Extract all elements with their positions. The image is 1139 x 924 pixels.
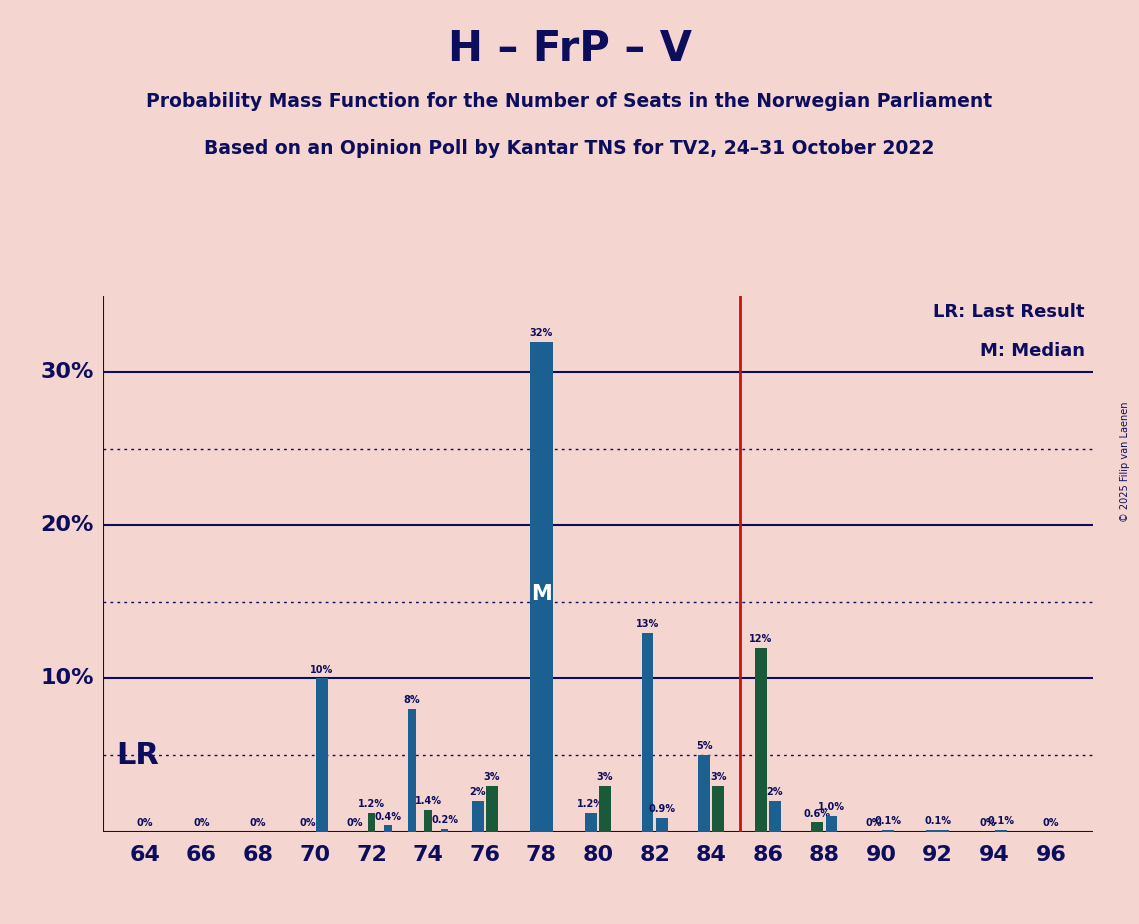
Text: 0%: 0%	[194, 818, 210, 828]
Bar	[641, 633, 654, 832]
Text: 0%: 0%	[346, 818, 363, 828]
Bar	[530, 342, 552, 832]
Bar	[408, 709, 416, 832]
Text: 0.2%: 0.2%	[431, 815, 458, 825]
Text: 3%: 3%	[710, 772, 727, 782]
Bar	[883, 830, 894, 832]
Bar	[599, 785, 611, 832]
Text: 32%: 32%	[530, 328, 552, 338]
Text: 5%: 5%	[696, 741, 712, 751]
Text: M: M	[531, 584, 551, 604]
Bar	[755, 648, 767, 832]
Bar	[384, 825, 392, 832]
Text: 1.2%: 1.2%	[577, 799, 605, 809]
Bar	[316, 678, 328, 832]
Bar	[368, 813, 376, 832]
Text: 0.1%: 0.1%	[875, 816, 902, 826]
Bar	[769, 801, 781, 832]
Text: 0.4%: 0.4%	[375, 811, 401, 821]
Text: 2%: 2%	[469, 787, 486, 797]
Text: © 2025 Filip van Laenen: © 2025 Filip van Laenen	[1121, 402, 1130, 522]
Text: Based on an Opinion Poll by Kantar TNS for TV2, 24–31 October 2022: Based on an Opinion Poll by Kantar TNS f…	[204, 139, 935, 158]
Text: 13%: 13%	[636, 619, 659, 628]
Text: 12%: 12%	[749, 634, 772, 644]
Text: 0%: 0%	[1042, 818, 1059, 828]
Text: 0%: 0%	[249, 818, 267, 828]
Text: LR: Last Result: LR: Last Result	[934, 303, 1085, 322]
Bar	[712, 785, 724, 832]
Text: 0%: 0%	[300, 818, 316, 828]
Text: 20%: 20%	[41, 516, 95, 535]
Text: 0.9%: 0.9%	[648, 804, 675, 814]
Bar	[585, 813, 597, 832]
Bar	[472, 801, 484, 832]
Text: 0%: 0%	[137, 818, 154, 828]
Bar	[826, 816, 837, 832]
Text: Probability Mass Function for the Number of Seats in the Norwegian Parliament: Probability Mass Function for the Number…	[147, 92, 992, 112]
Bar	[424, 810, 432, 832]
Text: 0.1%: 0.1%	[924, 816, 951, 826]
Text: 10%: 10%	[41, 668, 95, 688]
Text: LR: LR	[116, 740, 159, 770]
Text: 0.1%: 0.1%	[988, 816, 1015, 826]
Text: 1.4%: 1.4%	[415, 796, 442, 807]
Bar	[811, 822, 823, 832]
Text: 0%: 0%	[866, 818, 883, 828]
Bar	[486, 785, 498, 832]
Bar	[441, 829, 449, 832]
Bar	[656, 818, 667, 832]
Text: 3%: 3%	[484, 772, 500, 782]
Text: 30%: 30%	[41, 362, 95, 383]
Text: 8%: 8%	[403, 695, 420, 705]
Text: 3%: 3%	[597, 772, 613, 782]
Bar	[698, 755, 710, 832]
Text: 2%: 2%	[767, 787, 784, 797]
Text: 10%: 10%	[310, 664, 334, 675]
Text: M: Median: M: Median	[980, 342, 1085, 359]
Text: 1.2%: 1.2%	[358, 799, 385, 809]
Text: 0.6%: 0.6%	[804, 808, 830, 819]
Bar	[926, 830, 949, 832]
Text: 1.0%: 1.0%	[818, 802, 845, 812]
Text: H – FrP – V: H – FrP – V	[448, 28, 691, 69]
Text: 0%: 0%	[980, 818, 995, 828]
Bar	[995, 830, 1007, 832]
